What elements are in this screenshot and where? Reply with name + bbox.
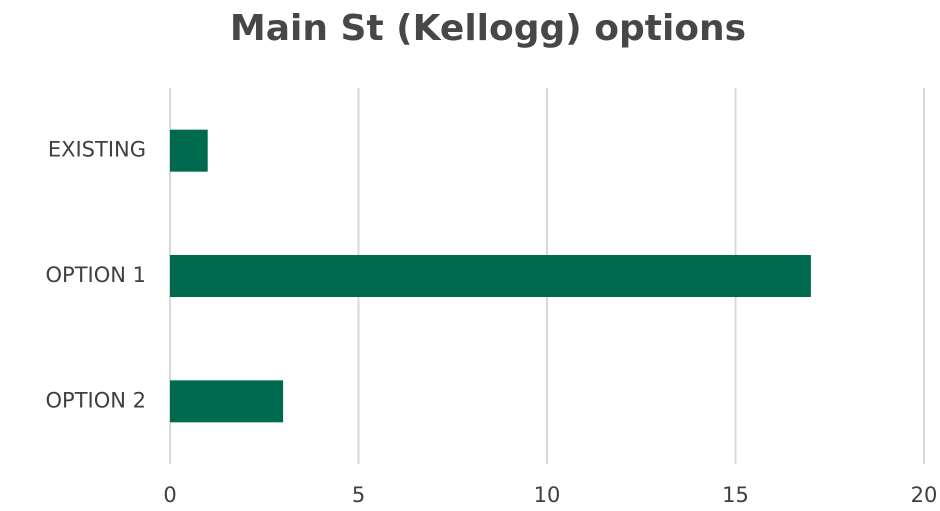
- x-tick-label: 5: [352, 483, 365, 507]
- x-tick-label: 20: [911, 483, 938, 507]
- bar: [170, 255, 811, 297]
- x-tick-label: 10: [534, 483, 561, 507]
- y-tick-label: EXISTING: [48, 138, 146, 162]
- y-tick-label: OPTION 1: [46, 263, 147, 287]
- chart-title: Main St (Kellogg) options: [230, 8, 746, 49]
- bar: [170, 380, 284, 423]
- y-tick-label: OPTION 2: [46, 388, 147, 412]
- x-tick-label: 0: [163, 483, 176, 507]
- x-tick-label: 15: [722, 483, 749, 507]
- bar: [170, 129, 208, 172]
